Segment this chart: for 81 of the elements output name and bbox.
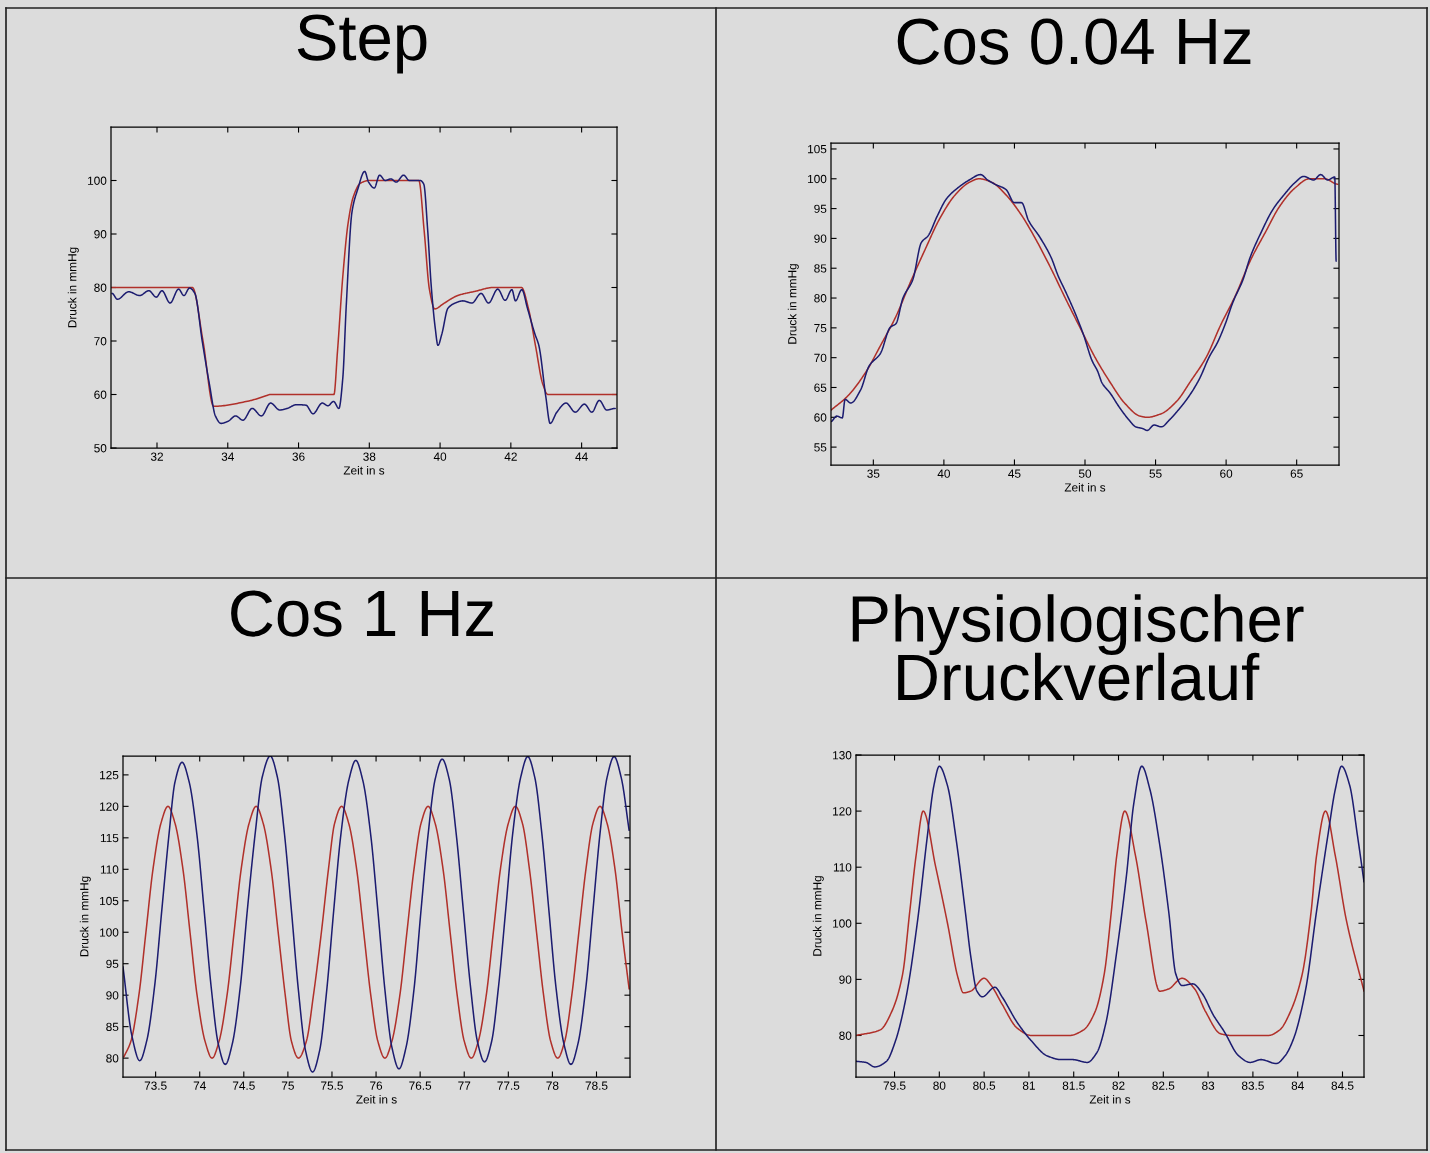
y-tick-label: 80: [94, 283, 107, 292]
x-tick-label: 84: [1291, 1081, 1304, 1090]
x-tick-label: 60: [1220, 469, 1233, 478]
y-tick-label: 100: [88, 176, 107, 185]
y-tick-label: 95: [106, 959, 119, 969]
x-tick-label: 78.5: [585, 1081, 608, 1090]
y-axis-title: Druck in mmHg: [812, 876, 824, 956]
y-tick-label: 90: [106, 991, 119, 1000]
x-tick-label: 35: [867, 469, 880, 478]
y-tick-label: 90: [94, 230, 107, 239]
y-tick-label: 120: [100, 802, 119, 811]
y-tick-label: 105: [100, 896, 119, 906]
x-tick-label: 80.5: [973, 1081, 996, 1090]
chart-title: Physiologischer Druckverlauf: [852, 594, 1304, 701]
x-tick-label: 34: [221, 452, 234, 461]
y-axis-title: Druck in mmHg: [79, 876, 91, 957]
y-tick-label: 80: [106, 1054, 119, 1063]
x-tick-label: 55: [1149, 469, 1162, 478]
y-tick-label: 110: [833, 863, 852, 872]
y-tick-label: 110: [100, 865, 119, 874]
x-tick-label: 84.5: [1331, 1081, 1354, 1090]
y-tick-label: 65: [814, 383, 827, 392]
x-tick-label: 81: [1022, 1081, 1035, 1090]
x-tick-label: 38: [363, 452, 376, 461]
y-tick-label: 100: [808, 174, 827, 184]
y-tick-label: 50: [94, 444, 107, 453]
x-tick-label: 44: [575, 452, 588, 461]
x-tick-label: 79.5: [883, 1081, 906, 1090]
x-tick-label: 74: [193, 1081, 206, 1090]
x-tick-label: 83: [1202, 1081, 1215, 1090]
x-tick-label: 65: [1290, 469, 1303, 478]
y-tick-label: 70: [94, 337, 107, 346]
x-tick-label: 45: [1008, 469, 1021, 478]
chart-title: Cos 1 Hz: [231, 590, 493, 637]
y-tick-label: 90: [839, 975, 852, 984]
y-tick-label: 85: [814, 264, 827, 273]
x-tick-label: 75.5: [321, 1081, 343, 1090]
chart-title: Cos 0.04 Hz: [897, 18, 1251, 65]
x-axis-title: Zeit in s: [343, 465, 385, 475]
x-tick-label: 36: [292, 452, 305, 461]
x-tick-label: 32: [150, 452, 163, 461]
x-axis-title: Zeit in s: [356, 1094, 397, 1104]
y-tick-label: 120: [833, 807, 852, 816]
x-tick-label: 42: [504, 452, 517, 461]
y-axis-title: Druck in mmHg: [67, 247, 79, 328]
y-tick-label: 60: [814, 413, 827, 422]
y-tick-label: 90: [814, 234, 827, 243]
x-axis-title: Zeit in s: [1064, 482, 1106, 492]
y-tick-label: 115: [100, 833, 119, 843]
x-tick-label: 77: [458, 1081, 471, 1090]
y-tick-label: 85: [106, 1022, 119, 1032]
y-tick-label: 80: [814, 294, 827, 303]
x-tick-label: 76.5: [409, 1081, 432, 1090]
x-tick-label: 78: [546, 1081, 559, 1090]
x-tick-label: 77.5: [497, 1081, 520, 1090]
x-tick-label: 50: [1078, 469, 1092, 478]
y-tick-label: 75: [814, 324, 827, 333]
x-tick-label: 73.5: [144, 1081, 167, 1090]
y-tick-label: 95: [814, 204, 827, 213]
y-axis-title: Druck in mmHg: [787, 264, 799, 344]
y-tick-label: 105: [808, 145, 827, 154]
y-tick-label: 125: [100, 770, 119, 780]
x-tick-label: 40: [433, 452, 447, 461]
x-tick-label: 81.5: [1062, 1081, 1085, 1090]
x-tick-label: 40: [937, 469, 950, 478]
y-tick-label: 70: [814, 353, 827, 363]
y-tick-label: 80: [839, 1031, 852, 1040]
x-tick-label: 75: [281, 1081, 294, 1090]
y-tick-label: 100: [100, 928, 119, 937]
x-tick-label: 80: [933, 1081, 946, 1090]
y-tick-label: 55: [814, 443, 827, 452]
y-tick-label: 100: [833, 919, 852, 928]
y-tick-label: 60: [94, 390, 107, 399]
y-tick-label: 130: [833, 751, 852, 760]
x-tick-label: 83.5: [1241, 1081, 1264, 1090]
x-tick-label: 82: [1112, 1081, 1125, 1090]
x-tick-label: 82.5: [1152, 1081, 1175, 1090]
x-tick-label: 74.5: [232, 1081, 255, 1090]
x-axis-title: Zeit in s: [1089, 1094, 1131, 1104]
x-tick-label: 76: [370, 1081, 383, 1090]
chart-title: Step: [297, 14, 427, 74]
